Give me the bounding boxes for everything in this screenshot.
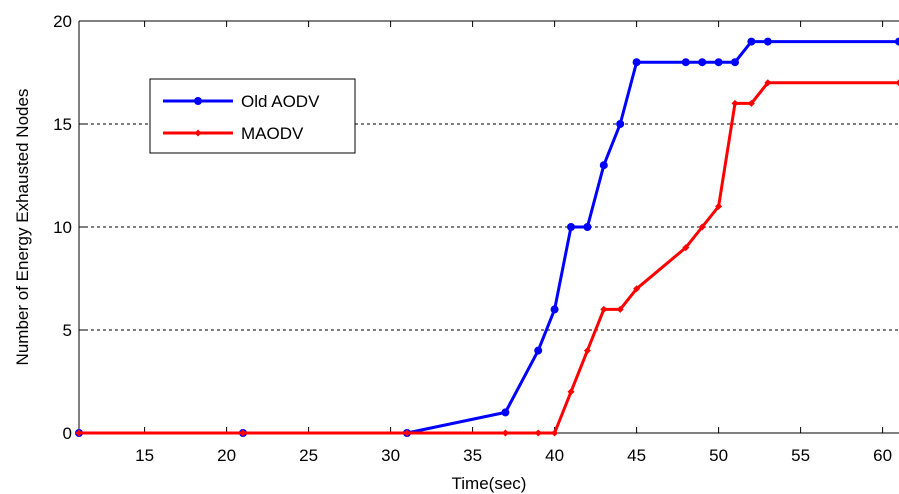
legend: Old AODV MAODV (149, 78, 356, 154)
x-axis-title: Time(sec) (452, 474, 527, 493)
y-tick-label-0: 0 (63, 424, 72, 443)
point-maodv-10 (633, 285, 641, 293)
y-tick-label-10: 10 (53, 218, 72, 237)
y-tick-label-15: 15 (53, 115, 72, 134)
point-old-aodv-11 (681, 58, 690, 67)
x-tick-label-50: 50 (709, 446, 728, 465)
point-old-aodv-10 (632, 58, 641, 67)
point-maodv-5 (551, 429, 559, 437)
point-maodv-12 (698, 223, 706, 231)
point-maodv-15 (747, 99, 755, 107)
point-old-aodv-15 (747, 37, 756, 46)
point-maodv-14 (731, 99, 739, 107)
legend-marker-maodv (194, 129, 202, 137)
y-tick-label-20: 20 (53, 12, 72, 31)
point-old-aodv-7 (583, 223, 592, 231)
legend-label-maodv: MAODV (241, 124, 304, 143)
point-old-aodv-12 (698, 58, 707, 67)
x-tick-label-55: 55 (791, 446, 810, 465)
point-maodv-0 (75, 429, 83, 437)
point-old-aodv-13 (714, 58, 723, 67)
point-maodv-17 (895, 79, 899, 87)
point-maodv-7 (583, 347, 591, 355)
point-old-aodv-8 (599, 161, 608, 170)
x-tick-label-25: 25 (299, 446, 318, 465)
point-maodv-9 (616, 305, 624, 313)
point-maodv-8 (600, 305, 608, 313)
grid-lines (79, 123, 899, 331)
y-axis-title: Number of Energy Exhausted Nodes (13, 89, 32, 366)
x-tick-label-20: 20 (217, 446, 236, 465)
legend-box (149, 78, 356, 154)
x-tick-label-30: 30 (381, 446, 400, 465)
point-old-aodv-3 (501, 408, 510, 417)
point-old-aodv-17 (895, 37, 899, 46)
series-line-old-aodv (79, 40, 899, 435)
point-old-aodv-14 (731, 58, 739, 67)
point-old-aodv-6 (567, 223, 575, 231)
legend-marker-old-aodv (194, 97, 202, 105)
x-tick-label-15: 15 (135, 446, 154, 465)
x-tick-label-35: 35 (463, 446, 482, 465)
point-maodv-16 (764, 79, 772, 87)
y-tick-label-5: 5 (63, 321, 72, 340)
legend-label-old-aodv: Old AODV (241, 92, 320, 111)
point-maodv-13 (715, 202, 723, 210)
point-maodv-3 (501, 429, 509, 437)
x-tick-label-45: 45 (627, 446, 646, 465)
point-maodv-6 (567, 388, 575, 396)
point-maodv-4 (534, 429, 542, 437)
point-maodv-2 (403, 429, 411, 437)
series-lines (75, 37, 899, 437)
point-maodv-1 (239, 429, 247, 437)
point-old-aodv-9 (616, 120, 625, 128)
point-old-aodv-4 (534, 346, 543, 355)
x-tick-label-40: 40 (545, 446, 564, 465)
point-maodv-11 (682, 244, 690, 252)
x-tick-label-60: 60 (873, 446, 892, 465)
point-old-aodv-5 (550, 305, 559, 314)
point-old-aodv-16 (763, 37, 772, 46)
